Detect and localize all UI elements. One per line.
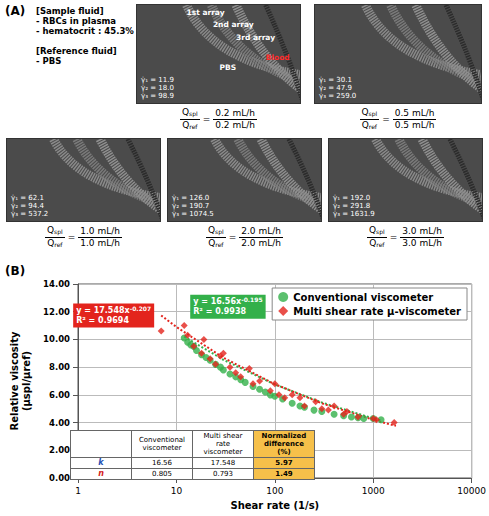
html-text:γ̇₂ = 190.7: γ̇₂ = 190.7: [172, 202, 210, 210]
html-text:PBS: PBS: [219, 63, 237, 72]
html-text:γ̇₃ = 259.0: γ̇₃ = 259.0: [319, 92, 357, 100]
html-text:1st array: 1st array: [186, 8, 225, 17]
html-text:γ̇₃ = 1074.5: γ̇₃ = 1074.5: [172, 210, 214, 218]
html-text:(A): (A): [5, 4, 26, 18]
svg-text:6.00: 6.00: [49, 390, 70, 400]
svg-text:Shear rate (1/s): Shear rate (1/s): [230, 500, 319, 511]
svg-text:Conventional viscometer: Conventional viscometer: [293, 292, 433, 303]
html-text:0.805: 0.805: [152, 470, 172, 478]
svg-text:-0.195: -0.195: [241, 296, 262, 303]
html-text:Multi shear rate viscometer: Multi shear rate viscometer: [203, 432, 243, 456]
svg-text:R² = 0.9938: R² = 0.9938: [193, 307, 246, 316]
html-text:[Reference fluid]: [Reference fluid]: [36, 46, 117, 56]
html-text:Qspl: Qspl: [361, 106, 378, 117]
svg-text:100: 100: [266, 486, 283, 496]
html-text:0.793: 0.793: [213, 470, 233, 478]
html-text:[Sample fluid]: [Sample fluid]: [36, 6, 104, 16]
html-text:γ̇₁ = 11.9: γ̇₁ = 11.9: [141, 76, 174, 84]
html-text:3.0 mL/h: 3.0 mL/h: [402, 225, 442, 236]
html-text:2.0 mL/h: 2.0 mL/h: [241, 237, 281, 248]
svg-text:y = 16.56x: y = 16.56x: [193, 297, 242, 306]
html-text:5.97: 5.97: [275, 459, 293, 467]
svg-text:10.00: 10.00: [43, 334, 70, 344]
html-text:0.2 mL/h: 0.2 mL/h: [215, 119, 255, 130]
html-text:16.56: 16.56: [152, 459, 172, 467]
html-text:γ̇₃ = 1631.9: γ̇₃ = 1631.9: [333, 210, 375, 218]
html-text:1.0 mL/h: 1.0 mL/h: [80, 225, 120, 236]
html-text:γ̇₂ = 291.8: γ̇₂ = 291.8: [333, 202, 371, 210]
html-text:3rd array: 3rd array: [236, 33, 276, 42]
html-text:k: k: [98, 458, 104, 467]
html-text:17.548: 17.548: [210, 459, 236, 467]
svg-text:14.00: 14.00: [43, 279, 70, 289]
svg-text:(μspl/μref): (μspl/μref): [21, 351, 32, 411]
html-text:γ̇₃ = 537.2: γ̇₃ = 537.2: [11, 210, 49, 218]
svg-text:10000: 10000: [457, 486, 486, 496]
html-text:2nd array: 2nd array: [212, 20, 254, 29]
html-text:γ̇₂ = 94.4: γ̇₂ = 94.4: [11, 202, 44, 210]
html-text:Normalized difference (%): Normalized difference (%): [261, 432, 307, 456]
html-text:- PBS: - PBS: [36, 56, 62, 66]
html-text:1.0 mL/h: 1.0 mL/h: [80, 237, 120, 248]
svg-text:12.00: 12.00: [43, 307, 70, 317]
svg-text:R² = 0.9694: R² = 0.9694: [76, 316, 129, 325]
html-text:Qref: Qref: [369, 237, 385, 248]
svg-text:y = 17.548x: y = 17.548x: [76, 306, 130, 315]
svg-text:2.00: 2.00: [49, 445, 70, 455]
html-text:γ̇₁ = 192.0: γ̇₁ = 192.0: [333, 194, 371, 202]
html-text:(B): (B): [5, 264, 26, 278]
svg-text:8.00: 8.00: [49, 362, 70, 372]
html-text:Qref: Qref: [47, 237, 63, 248]
html-text:2.0 mL/h: 2.0 mL/h: [241, 225, 281, 236]
html-text:Qspl: Qspl: [208, 224, 224, 235]
html-text:γ̇₁ = 126.0: γ̇₁ = 126.0: [172, 194, 210, 202]
svg-text:4.00: 4.00: [49, 418, 70, 428]
html-text:0.2 mL/h: 0.2 mL/h: [215, 107, 255, 118]
svg-text:0.00: 0.00: [49, 473, 70, 483]
html-text:- hematocrit : 45.3%: - hematocrit : 45.3%: [36, 26, 134, 36]
svg-text:10: 10: [171, 486, 183, 496]
html-text:Qspl: Qspl: [369, 224, 385, 235]
html-text:Qref: Qref: [182, 119, 198, 130]
html-text:γ̇₂ = 47.9: γ̇₂ = 47.9: [319, 84, 352, 92]
html-text:Qspl: Qspl: [47, 224, 63, 235]
html-text:Qspl: Qspl: [182, 106, 198, 117]
html-text:γ̇₂ = 18.0: γ̇₂ = 18.0: [141, 84, 174, 92]
html-text:γ̇₃ = 98.9: γ̇₃ = 98.9: [141, 92, 174, 100]
html-text:Conventional viscometer: Conventional viscometer: [138, 436, 186, 452]
html-text:1.49: 1.49: [275, 470, 293, 478]
html-text:γ̇₁ = 30.1: γ̇₁ = 30.1: [319, 76, 352, 84]
html-text:3.0 mL/h: 3.0 mL/h: [402, 237, 442, 248]
svg-text:1: 1: [75, 486, 81, 496]
html-text:γ̇₁ = 62.1: γ̇₁ = 62.1: [11, 194, 44, 202]
html-text:Qref: Qref: [208, 237, 224, 248]
html-text:0.5 mL/h: 0.5 mL/h: [394, 107, 435, 118]
svg-text:Multi shear rate μ-viscometer: Multi shear rate μ-viscometer: [293, 306, 461, 317]
svg-text:1000: 1000: [362, 486, 385, 496]
html-text:0.5 mL/h: 0.5 mL/h: [394, 119, 435, 130]
html-text:- RBCs in plasma: - RBCs in plasma: [36, 16, 117, 26]
html-text:n: n: [98, 469, 104, 478]
svg-text:Relative viscosity: Relative viscosity: [9, 331, 20, 431]
html-text:Blood: Blood: [265, 53, 290, 62]
html-text:Qref: Qref: [361, 119, 377, 130]
svg-text:-0.207: -0.207: [130, 305, 151, 312]
